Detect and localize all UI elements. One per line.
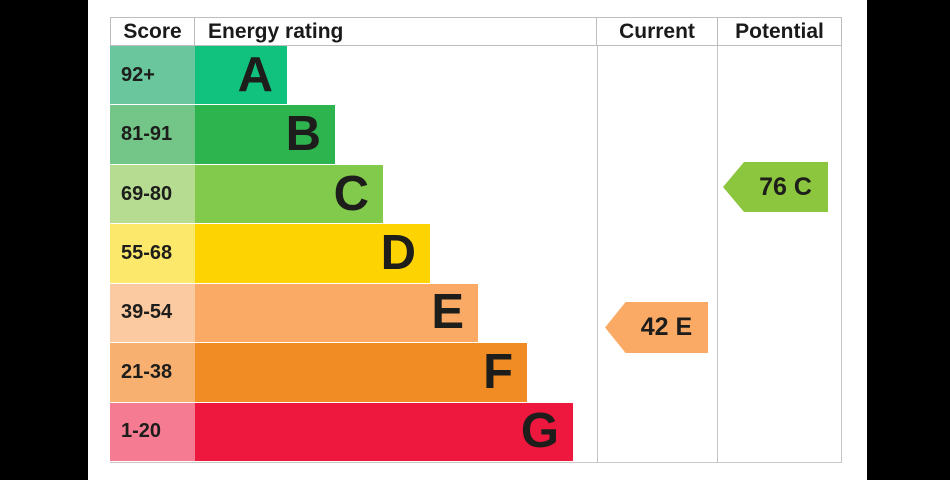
rating-bar-f: F	[195, 343, 527, 402]
rating-letter-c: C	[333, 166, 369, 221]
divider-current-left	[597, 46, 598, 463]
score-range-a: 92+	[110, 46, 195, 105]
rating-bar-b: B	[195, 105, 335, 164]
score-range-c: 69-80	[110, 164, 195, 224]
header-current: Current	[596, 17, 718, 46]
current-rating-label: 42 E	[640, 313, 693, 341]
rating-letter-b: B	[285, 107, 321, 162]
header-potential: Potential	[717, 17, 842, 46]
rating-bar-a: A	[195, 46, 287, 105]
divider-current-right	[717, 46, 718, 463]
rating-letter-g: G	[520, 404, 559, 459]
rating-bar-c: C	[195, 164, 383, 224]
header-energy-rating: Energy rating	[194, 17, 597, 46]
table-bottom-line	[110, 462, 842, 463]
rating-bar-g: G	[195, 402, 573, 461]
rating-letter-f: F	[483, 344, 513, 399]
score-range-d: 55-68	[110, 224, 195, 283]
score-range-b: 81-91	[110, 105, 195, 164]
score-range-e: 39-54	[110, 283, 195, 343]
rating-bar-e: E	[195, 283, 478, 343]
score-range-f: 21-38	[110, 343, 195, 402]
rating-letter-a: A	[237, 47, 273, 102]
chart-panel: Score Energy rating Current Potential 42…	[88, 0, 867, 480]
divider-potential-right	[841, 46, 842, 463]
rating-letter-d: D	[380, 225, 416, 280]
potential-rating-label: 76 C	[759, 172, 812, 201]
score-range-g: 1-20	[110, 402, 195, 461]
potential-rating-arrow: 76 C	[723, 162, 828, 212]
rating-letter-e: E	[431, 285, 464, 340]
rating-bar-d: D	[195, 224, 430, 283]
header-score: Score	[110, 17, 195, 46]
current-rating-arrow: 42 E	[605, 302, 708, 353]
